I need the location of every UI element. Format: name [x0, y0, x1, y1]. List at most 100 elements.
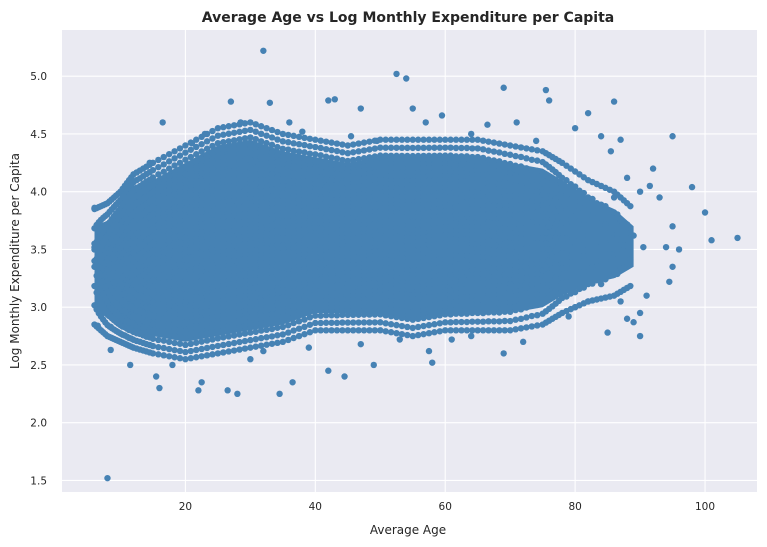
data-point — [350, 226, 357, 233]
data-point — [295, 229, 303, 236]
data-point — [350, 234, 357, 241]
data-point — [295, 133, 303, 141]
data-point — [252, 165, 259, 172]
data-point — [501, 159, 508, 167]
data-point — [306, 202, 314, 209]
data-point — [344, 196, 351, 203]
data-point — [485, 156, 492, 163]
data-point — [398, 177, 406, 184]
data-point — [355, 187, 362, 194]
data-point — [355, 218, 362, 225]
data-point — [360, 178, 368, 185]
data-point — [312, 187, 319, 195]
data-point — [344, 219, 351, 226]
data-point — [549, 253, 556, 260]
data-point — [279, 286, 287, 294]
data-point — [312, 231, 319, 239]
data-point — [225, 295, 232, 303]
data-point — [398, 168, 406, 176]
data-point — [420, 177, 427, 184]
data-point — [252, 284, 259, 291]
data-point — [463, 277, 471, 284]
data-point — [469, 266, 476, 273]
data-point — [490, 157, 498, 164]
data-point — [377, 311, 384, 318]
data-point — [734, 234, 741, 242]
data-point — [431, 232, 438, 240]
data-point — [203, 344, 211, 352]
data-point — [463, 260, 471, 268]
data-point — [436, 280, 444, 287]
data-point — [203, 241, 211, 248]
data-point — [236, 293, 243, 301]
data-point — [469, 223, 476, 230]
data-point — [371, 224, 379, 231]
data-point — [563, 206, 570, 213]
data-point — [241, 210, 249, 217]
data-point — [339, 226, 346, 233]
data-point — [463, 327, 471, 334]
data-point — [377, 231, 384, 239]
data-point — [230, 234, 238, 242]
data-point — [555, 227, 563, 235]
data-point — [555, 199, 563, 207]
data-point — [360, 295, 368, 303]
data-point — [436, 256, 444, 263]
data-point — [149, 342, 157, 350]
data-point — [301, 250, 308, 258]
data-point — [322, 229, 330, 236]
data-point — [436, 224, 444, 231]
data-point — [339, 319, 346, 326]
data-point — [214, 132, 222, 139]
data-point — [512, 162, 519, 169]
data-point — [301, 141, 308, 149]
x-tick-label: 100 — [695, 501, 715, 513]
data-point — [160, 344, 167, 352]
data-point — [295, 288, 303, 295]
data-point — [355, 249, 362, 256]
data-point — [203, 234, 211, 241]
data-point — [542, 229, 550, 236]
data-point — [614, 250, 621, 258]
data-point — [257, 191, 265, 198]
data-point — [241, 172, 249, 180]
data-point — [506, 170, 514, 177]
data-point — [469, 171, 476, 178]
data-point — [241, 315, 249, 322]
data-point — [268, 163, 276, 171]
data-point — [484, 121, 491, 128]
data-point — [485, 282, 492, 289]
data-point — [187, 146, 195, 153]
data-point — [182, 163, 189, 171]
data-point — [220, 296, 227, 304]
data-point — [436, 184, 444, 191]
data-point — [688, 183, 696, 191]
data-point — [285, 329, 292, 336]
data-point — [165, 165, 173, 172]
data-point — [247, 329, 254, 336]
data-point — [220, 124, 227, 131]
data-point — [517, 306, 525, 313]
data-point — [220, 341, 227, 349]
data-point — [458, 219, 465, 226]
y-tick-label: 4.0 — [30, 187, 47, 199]
data-point — [322, 206, 330, 213]
data-point — [176, 326, 184, 333]
data-point — [414, 291, 422, 298]
data-point — [414, 185, 422, 192]
data-point — [452, 327, 460, 334]
data-point — [187, 355, 195, 362]
data-point — [220, 131, 227, 138]
data-point — [260, 347, 267, 355]
data-point — [393, 152, 400, 160]
data-point — [187, 218, 195, 225]
data-point — [165, 179, 173, 187]
data-point — [322, 213, 330, 221]
data-point — [165, 172, 173, 180]
data-point — [549, 240, 556, 248]
data-point — [479, 327, 487, 334]
data-point — [425, 281, 433, 289]
data-point — [263, 132, 270, 139]
data-point — [182, 142, 189, 149]
data-point — [506, 308, 514, 316]
